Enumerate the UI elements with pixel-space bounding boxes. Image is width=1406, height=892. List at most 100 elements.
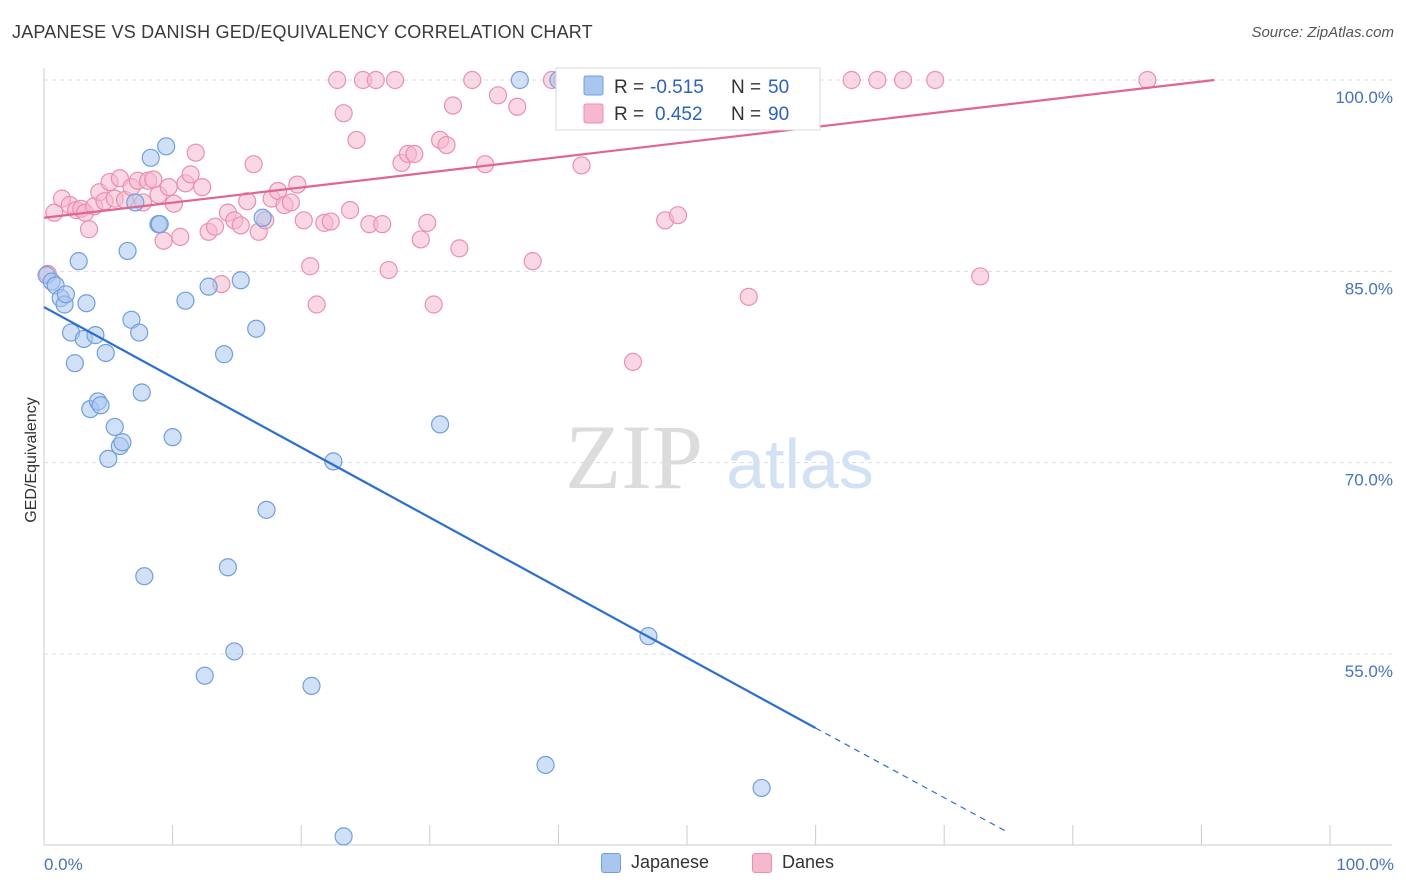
- danes-point-21: [154, 231, 173, 250]
- danes-point-58: [385, 70, 405, 90]
- watermark-zip: ZIP: [565, 406, 703, 508]
- legend-swatch-japanese: [583, 75, 604, 96]
- japanese-point-33: [199, 277, 218, 296]
- danes-point-34: [231, 216, 250, 235]
- danes-point-43: [288, 175, 307, 194]
- danes-point-52: [347, 130, 366, 150]
- danes-point-78: [623, 352, 643, 371]
- x-tick-label-min: 0.0%: [44, 855, 83, 874]
- danes-point-26: [181, 165, 200, 184]
- danes-point-35: [238, 192, 257, 211]
- danes-point-87: [926, 70, 945, 90]
- danes-point-51: [340, 201, 360, 220]
- danes-point-61: [405, 144, 424, 164]
- bottom-legend-japanese: Japanese: [601, 852, 709, 873]
- danes-point-84: [842, 70, 861, 90]
- japanese-point-35: [218, 558, 237, 577]
- danes-point-88: [971, 267, 990, 286]
- danes-point-27: [186, 143, 205, 162]
- danes-point-64: [424, 295, 443, 314]
- japanese-point-14: [91, 396, 110, 415]
- japanese-point-36: [225, 642, 244, 661]
- danes-point-73: [523, 252, 542, 271]
- y-tick-label-55: 55.0%: [1345, 662, 1393, 681]
- japanese-point-24: [132, 383, 151, 402]
- japanese-point-37: [231, 271, 250, 290]
- legend-r-value-japanese: -0.515: [650, 77, 704, 98]
- japanese-point-15: [96, 343, 115, 363]
- danes-point-56: [373, 215, 392, 234]
- danes-point-49: [328, 70, 347, 90]
- legend-r-label-japanese: R =: [614, 77, 644, 98]
- danes-point-62: [411, 230, 430, 249]
- danes-point-86: [893, 70, 913, 90]
- japanese-point-26: [141, 148, 160, 167]
- japanese-point-28: [150, 215, 169, 234]
- danes-point-81: [668, 206, 688, 225]
- x-tick-label-max: 100.0%: [1336, 855, 1394, 874]
- japanese-point-7: [65, 354, 84, 373]
- japanese-points: [37, 70, 771, 846]
- danes-point-71: [488, 86, 508, 105]
- japanese-point-30: [163, 428, 182, 447]
- danes-point-83: [739, 287, 758, 306]
- source-credit: Source: ZipAtlas.com: [1251, 24, 1394, 41]
- japanese-point-19: [113, 433, 132, 452]
- danes-point-48: [321, 212, 340, 231]
- japanese-point-5: [56, 285, 75, 304]
- danes-point-66: [437, 135, 456, 155]
- trendlines: [43, 78, 1215, 834]
- bottom-legend-label-japanese: Japanese: [631, 852, 710, 872]
- danes-point-68: [450, 239, 469, 258]
- danes-point-36: [244, 155, 263, 174]
- legend-r-label-danes: R =: [614, 104, 644, 125]
- y-axis-title: GED/Equivalency: [23, 397, 40, 522]
- danes-point-45: [301, 257, 320, 276]
- danes-point-7: [79, 220, 99, 239]
- legend-box: R = -0.515 N = 50 R = 0.452 N = 90: [555, 67, 821, 131]
- bottom-legend-label-danes: Danes: [782, 852, 835, 872]
- y-tick-label-70: 70.0%: [1345, 471, 1393, 490]
- japanese-point-32: [195, 666, 214, 685]
- danes-point-50: [334, 104, 353, 123]
- danes-point-19: [144, 170, 163, 189]
- danes-trend-line: [43, 78, 1215, 219]
- y-tick-labels: 100.0% 85.0% 70.0% 55.0%: [1335, 88, 1393, 681]
- x-tick-labels: 0.0% 100.0%: [44, 855, 1394, 874]
- japanese-point-10: [77, 294, 96, 313]
- japanese-point-34: [214, 345, 234, 364]
- watermark: ZIP atlas: [565, 406, 874, 508]
- japanese-point-49: [752, 778, 771, 798]
- danes-point-42: [281, 193, 301, 212]
- japanese-point-39: [253, 208, 272, 227]
- x-ticks: [43, 825, 1331, 845]
- legend-n-value-japanese: 50: [768, 77, 789, 98]
- danes-point-63: [418, 213, 437, 232]
- japanese-point-20: [118, 241, 137, 261]
- japanese-point-31: [176, 291, 195, 310]
- japanese-point-45: [510, 70, 529, 90]
- japanese-point-8: [69, 252, 88, 271]
- bottom-legend-swatch-danes: [752, 852, 772, 873]
- japanese-trend-line: [43, 306, 817, 729]
- japanese-point-38: [247, 319, 266, 338]
- chart-title: JAPANESE VS DANISH GED/EQUIVALENCY CORRE…: [12, 22, 593, 42]
- y-tick-label-100: 100.0%: [1335, 88, 1393, 107]
- danes-point-28: [193, 178, 212, 197]
- japanese-point-16: [99, 449, 118, 468]
- japanese-point-23: [130, 323, 149, 342]
- bottom-legend: Japanese Danes: [0, 852, 1406, 878]
- danes-point-30: [205, 217, 225, 236]
- danes-point-67: [443, 96, 463, 115]
- japanese-point-29: [157, 137, 176, 156]
- danes-point-57: [379, 260, 398, 280]
- japanese-point-17: [105, 417, 124, 437]
- japanese-point-46: [536, 755, 555, 775]
- japanese-point-44: [430, 415, 450, 434]
- legend-n-label-japanese: N =: [731, 77, 761, 98]
- danes-point-46: [307, 295, 326, 314]
- legend-r-value-danes: 0.452: [655, 104, 703, 125]
- danes-points: [38, 70, 1157, 371]
- danes-point-89: [1138, 70, 1157, 90]
- danes-point-55: [366, 70, 385, 90]
